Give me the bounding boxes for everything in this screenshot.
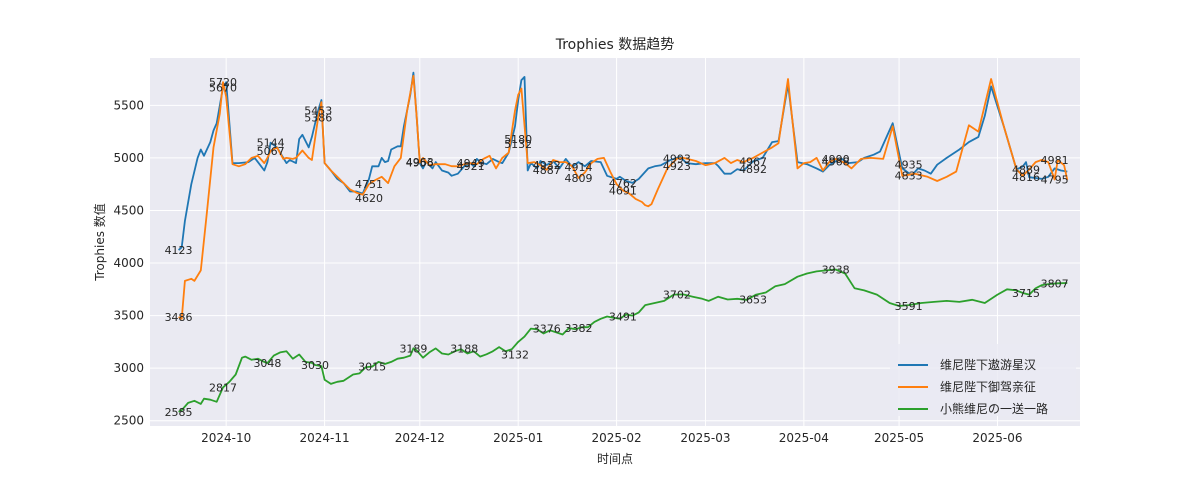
data-label: 3382 xyxy=(564,322,592,335)
data-label: 3807 xyxy=(1041,277,1069,290)
data-label: 4816 xyxy=(1012,171,1040,184)
data-label: 4981 xyxy=(1041,154,1069,167)
data-label: 4968 xyxy=(822,155,850,168)
data-label: 4123 xyxy=(165,244,193,257)
data-label: 3048 xyxy=(253,357,281,370)
series-lines xyxy=(177,71,1069,413)
data-label: 3132 xyxy=(501,348,529,361)
data-label: 4935 xyxy=(895,159,923,172)
x-tick-label: 2025-05 xyxy=(874,431,924,445)
data-label: 4921 xyxy=(457,160,485,173)
data-label: 3702 xyxy=(663,288,691,301)
series-line-3 xyxy=(178,268,1068,413)
x-tick-label: 2024-11 xyxy=(300,431,350,445)
data-label: 4889 xyxy=(1012,164,1040,177)
data-label: 4914 xyxy=(564,161,592,174)
data-label: 4967 xyxy=(739,155,767,168)
y-tick-label: 2500 xyxy=(113,414,144,428)
data-label: 4691 xyxy=(609,184,637,197)
data-label: 3188 xyxy=(450,342,478,355)
data-label: 4949 xyxy=(457,157,485,170)
legend-label: 小熊维尼の一送一路 xyxy=(940,401,1048,416)
y-tick-label: 3500 xyxy=(113,309,144,323)
data-label: 5180 xyxy=(504,133,532,146)
x-tick-label: 2025-01 xyxy=(493,431,543,445)
data-label: 5144 xyxy=(257,137,285,150)
x-tick-label: 2025-02 xyxy=(592,431,642,445)
data-label: 4620 xyxy=(355,192,383,205)
y-tick-label: 4000 xyxy=(113,256,144,270)
y-tick-label: 5500 xyxy=(113,98,144,112)
x-tick-label: 2025-04 xyxy=(779,431,829,445)
data-label: 5067 xyxy=(257,145,285,158)
legend-frame xyxy=(890,344,1076,416)
data-label: 4963 xyxy=(406,156,434,169)
data-label: 4795 xyxy=(1041,173,1069,186)
data-label: 4809 xyxy=(564,172,592,185)
data-label: 5453 xyxy=(304,104,332,117)
data-label: 5132 xyxy=(504,138,532,151)
y-axis-label: Trophies 数值 xyxy=(92,203,107,282)
data-label: 4751 xyxy=(355,178,383,191)
data-label: 3015 xyxy=(358,361,386,374)
data-label: 5720 xyxy=(209,76,237,89)
data-label: 4923 xyxy=(663,160,691,173)
x-tick-label: 2025-06 xyxy=(972,431,1022,445)
data-label: 3938 xyxy=(822,264,850,277)
y-tick-label: 3000 xyxy=(113,361,144,375)
data-label: 4762 xyxy=(609,177,637,190)
data-label: 3376 xyxy=(533,323,561,336)
x-tick-label: 2024-10 xyxy=(201,431,251,445)
y-tick-label: 4500 xyxy=(113,203,144,217)
data-label: 3486 xyxy=(165,311,193,324)
series-line-1 xyxy=(177,71,1068,251)
data-label: 3030 xyxy=(301,359,329,372)
data-label: 2817 xyxy=(209,381,237,394)
data-label: 3653 xyxy=(739,294,767,307)
data-label: 4956 xyxy=(406,157,434,170)
data-label: 4833 xyxy=(895,169,923,182)
y-axis-ticks: 2500 3000 3500 4000 4500 5000 5500 xyxy=(113,98,144,427)
x-axis-ticks: 2024-10 2024-11 2024-12 2025-01 2025-02 2025-… xyxy=(201,431,1022,445)
data-label: 3189 xyxy=(399,342,427,355)
data-label: 5386 xyxy=(304,111,332,124)
x-tick-label: 2025-03 xyxy=(680,431,730,445)
data-label: 3715 xyxy=(1012,287,1040,300)
data-label: 5670 xyxy=(209,81,237,94)
data-label: 3491 xyxy=(609,311,637,324)
data-label: 4990 xyxy=(822,153,850,166)
data-label: 2585 xyxy=(165,406,193,419)
series-line-2 xyxy=(178,75,1069,320)
data-label: 4993 xyxy=(663,153,691,166)
y-tick-label: 5000 xyxy=(113,151,144,165)
x-axis-label: 时间点 xyxy=(597,452,633,466)
chart-title: Trophies 数据趋势 xyxy=(555,37,675,53)
x-tick-label: 2024-12 xyxy=(395,431,445,445)
data-label: 3591 xyxy=(895,300,923,313)
data-label: 4892 xyxy=(739,163,767,176)
data-label: 4932 xyxy=(533,159,561,172)
legend-label: 维尼陛下遨游星汉 xyxy=(940,357,1036,372)
legend-label: 维尼陛下御驾亲征 xyxy=(940,379,1036,394)
data-label: 4887 xyxy=(533,164,561,177)
